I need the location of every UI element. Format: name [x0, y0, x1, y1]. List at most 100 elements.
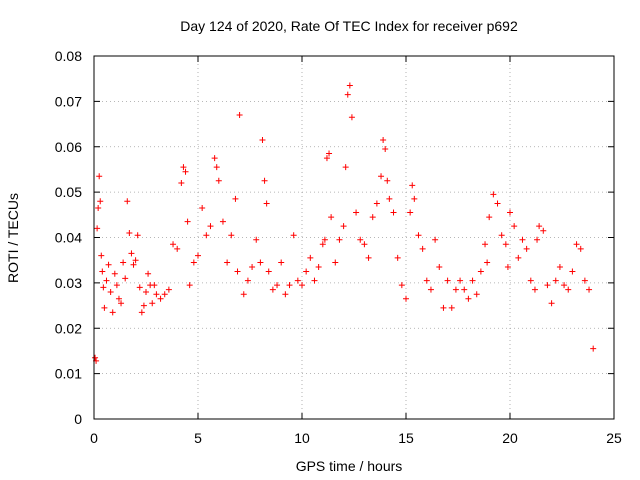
data-point — [132, 257, 139, 264]
y-tick-labels: 0 0.01 0.02 0.03 0.04 0.05 0.06 0.07 0.08 — [55, 48, 82, 427]
data-point — [577, 245, 584, 252]
data-point — [261, 177, 268, 184]
data-point — [107, 288, 114, 295]
data-point — [240, 291, 247, 298]
data-point — [236, 111, 243, 118]
x-axis-label: GPS time / hours — [296, 458, 403, 474]
x-tick-label: 20 — [502, 430, 518, 446]
data-point — [457, 277, 464, 284]
data-point — [378, 173, 385, 180]
data-point — [328, 214, 335, 221]
data-point — [415, 232, 422, 239]
y-tick-label: 0.06 — [55, 139, 82, 155]
y-axis-label: ROTI / TECUs — [5, 193, 21, 283]
data-point — [380, 136, 387, 143]
data-point — [469, 277, 476, 284]
data-point — [498, 232, 505, 239]
data-point — [98, 252, 105, 259]
data-point — [344, 91, 351, 98]
data-point — [111, 270, 118, 277]
data-point — [432, 236, 439, 243]
data-point — [548, 300, 555, 307]
data-point — [473, 291, 480, 298]
data-point — [390, 209, 397, 216]
data-point — [461, 286, 468, 293]
y-tick-label: 0.08 — [55, 48, 82, 64]
data-point — [259, 136, 266, 143]
data-point — [249, 263, 256, 270]
data-point — [552, 277, 559, 284]
data-point — [586, 286, 593, 293]
data-point — [92, 354, 99, 361]
data-point — [569, 268, 576, 275]
data-point — [94, 225, 101, 232]
data-point — [365, 254, 372, 261]
data-point — [151, 282, 158, 289]
data-point — [184, 218, 191, 225]
data-point — [265, 268, 272, 275]
data-point — [490, 191, 497, 198]
data-point — [502, 241, 509, 248]
data-point — [143, 288, 149, 295]
data-point — [353, 209, 360, 216]
data-point — [326, 150, 333, 157]
data-point — [394, 254, 401, 261]
data-point — [157, 295, 164, 302]
data-point — [174, 245, 181, 252]
data-point — [122, 275, 129, 282]
data-point — [427, 286, 434, 293]
data-point — [465, 295, 472, 302]
data-point — [136, 284, 143, 291]
data-point — [149, 300, 156, 307]
data-point — [384, 177, 391, 184]
y-tick-label: 0.04 — [55, 230, 82, 246]
data-point — [180, 164, 187, 171]
data-point — [315, 263, 322, 270]
y-tick-label: 0 — [74, 411, 82, 427]
data-point — [307, 254, 314, 261]
data-point — [182, 168, 189, 175]
y-tick-label: 0.02 — [55, 320, 82, 336]
data-point — [215, 177, 222, 184]
data-point — [486, 214, 493, 221]
data-point — [348, 114, 355, 121]
data-point — [323, 155, 330, 162]
data-point — [269, 286, 276, 293]
data-point — [124, 198, 131, 205]
data-point — [436, 263, 443, 270]
data-point — [190, 259, 197, 266]
data-point — [95, 205, 102, 212]
x-tick-label: 15 — [398, 430, 414, 446]
data-point — [294, 277, 301, 284]
data-point — [452, 286, 459, 293]
y-tick-label: 0.07 — [55, 93, 82, 109]
data-point — [234, 268, 241, 275]
data-point — [165, 286, 172, 293]
x-tick-labels: 0 5 10 15 20 25 — [90, 430, 622, 446]
data-point — [99, 268, 106, 275]
data-point — [186, 282, 193, 289]
data-point — [409, 182, 416, 189]
data-point — [303, 268, 310, 275]
data-point — [213, 164, 220, 171]
data-point — [211, 155, 218, 162]
data-point — [126, 229, 133, 236]
data-point — [519, 236, 526, 243]
data-point — [195, 252, 201, 259]
y-tick-label: 0.05 — [55, 184, 82, 200]
data-point — [138, 309, 145, 316]
data-point — [398, 282, 405, 289]
data-point — [145, 270, 152, 277]
data-point — [170, 241, 177, 248]
data-point — [134, 232, 141, 239]
x-tick-label: 10 — [294, 430, 310, 446]
data-point — [440, 304, 447, 311]
data-point — [373, 200, 380, 207]
data-point — [565, 286, 572, 293]
data-point — [357, 236, 364, 243]
data-point — [407, 209, 414, 216]
data-point — [96, 173, 103, 180]
data-points — [92, 82, 597, 364]
data-point — [419, 245, 426, 252]
data-point — [120, 259, 127, 266]
